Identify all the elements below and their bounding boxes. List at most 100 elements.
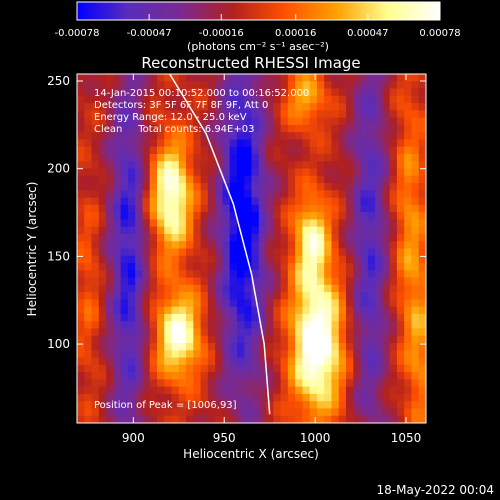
heatmap-cell [302,168,311,177]
heatmap-cell [142,204,151,213]
heatmap-cell [375,306,383,315]
heatmap-cell [331,117,340,126]
heatmap-cell [229,219,238,228]
heatmap-cell [207,95,216,104]
heatmap-cell [411,335,420,344]
heatmap-cell [404,357,412,366]
heatmap-cell [171,190,180,198]
heatmap-cell [156,204,165,213]
heatmap-cell [120,415,129,423]
heatmap-cell [418,328,426,337]
heatmap-cell [229,386,238,395]
heatmap-cell [418,379,426,388]
heatmap-cell [164,233,172,242]
heatmap-cell [106,255,114,264]
heatmap-cell [273,393,281,402]
heatmap-cell [418,153,426,162]
heatmap-cell [222,219,231,228]
heatmap-cell [149,81,158,89]
heatmap-cell [346,306,354,315]
heatmap-cell [156,219,165,228]
heatmap-cell [127,343,136,351]
heatmap-cell [113,313,122,322]
heatmap-cell [251,95,260,104]
heatmap-cell [229,74,238,82]
heatmap-cell [302,313,311,322]
heatmap-cell [236,132,245,140]
heatmap-cell [84,219,92,228]
heatmap-cell [186,241,194,249]
heatmap-cell [222,233,231,242]
heatmap-cell [258,350,267,358]
heatmap-cell [338,132,347,140]
heatmap-cell [236,379,245,388]
heatmap-cell [280,335,289,344]
heatmap-cell [396,306,405,315]
heatmap-cell [287,292,296,300]
heatmap-cell [156,88,165,97]
heatmap-cell [382,132,391,140]
heatmap-cell [287,132,296,140]
heatmap-cell [251,270,260,278]
heatmap-cell [389,226,398,235]
heatmap-cell [244,386,252,395]
heatmap-cell [338,277,347,286]
heatmap-cell [229,197,238,206]
heatmap-cell [331,103,340,111]
heatmap-cell [200,248,209,257]
heatmap-cell [193,219,201,228]
heatmap-cell [418,168,426,177]
heatmap-cell [316,306,325,315]
heatmap-cell [171,117,180,126]
heatmap-cell [171,321,180,329]
heatmap-cell [258,219,267,228]
heatmap-cell [193,183,201,191]
heatmap-cell [236,219,245,228]
heatmap-cell [244,161,252,169]
heatmap-cell [367,343,376,351]
heatmap-cell [91,321,100,329]
heatmap-cell [418,357,426,366]
heatmap-cell [135,146,143,155]
heatmap-cell [258,146,267,155]
heatmap-cell [353,335,361,344]
heatmap-cell [309,335,318,344]
heatmap-cell [186,292,194,300]
colorbar [76,1,441,21]
heatmap-cell [367,270,376,278]
heatmap-cell [142,328,151,337]
heatmap-cell [156,212,165,220]
heatmap-cell [142,117,151,126]
heatmap-cell [135,415,143,423]
heatmap-cell [84,183,92,191]
heatmap-cell [258,343,267,351]
heatmap-cell [324,292,332,300]
heatmap-cell [331,168,340,177]
heatmap-cell [382,284,391,293]
heatmap-cell [113,241,122,249]
heatmap-cell [149,204,158,213]
heatmap-cell [287,212,296,220]
heatmap-cell [215,190,223,198]
heatmap-cell [404,139,412,148]
heatmap-cell [84,74,92,82]
heatmap-cell [193,364,201,373]
chart-title: Reconstructed RHESSI Image [141,54,360,72]
heatmap-cell [244,321,252,329]
heatmap-cell [106,408,114,417]
heatmap-cell [251,139,260,148]
heatmap-cell [360,350,369,358]
heatmap-cell [389,248,398,257]
heatmap-cell [295,393,303,402]
heatmap-cell [266,335,274,344]
heatmap-cell [135,95,143,104]
heatmap-cell [280,306,289,315]
heatmap-cell [251,408,260,417]
heatmap-cell [396,255,405,264]
heatmap-cell [171,139,180,148]
heatmap-cell [84,212,92,220]
heatmap-cell [367,139,376,148]
heatmap-cell [171,161,180,169]
heatmap-cell [266,183,274,191]
heatmap-cell [106,117,114,126]
